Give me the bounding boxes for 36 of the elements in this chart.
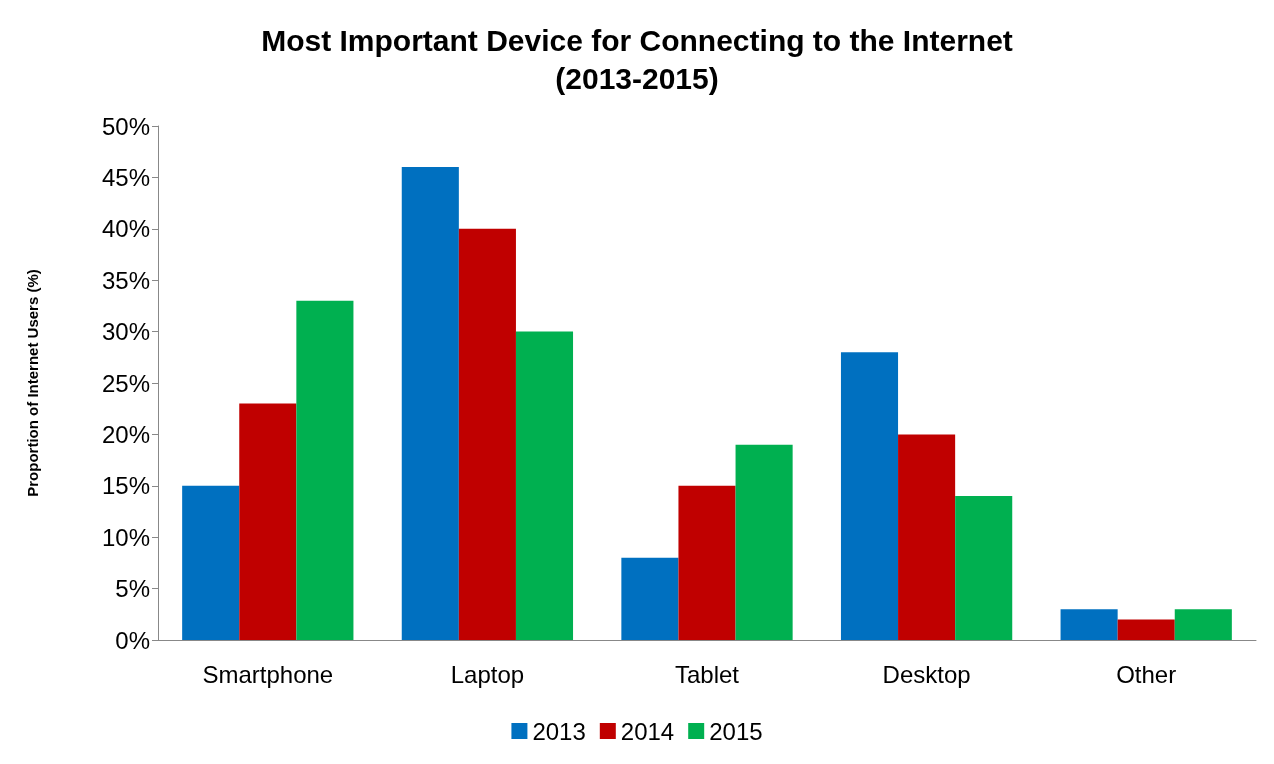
legend-label: 2015 bbox=[709, 717, 763, 745]
x-tick-label: Tablet bbox=[674, 660, 740, 688]
bar bbox=[898, 434, 956, 640]
y-tick-label: 20% bbox=[101, 420, 150, 448]
bar bbox=[955, 496, 1013, 640]
bar bbox=[621, 557, 679, 640]
bar bbox=[1060, 609, 1118, 640]
y-tick-label: 15% bbox=[101, 472, 150, 500]
y-tick-label: 30% bbox=[101, 318, 150, 346]
x-tick-label: Smartphone bbox=[202, 660, 334, 688]
y-tick-label: 25% bbox=[101, 369, 150, 397]
legend-label: 2014 bbox=[620, 717, 675, 745]
y-tick-label: 35% bbox=[101, 266, 150, 294]
bar bbox=[401, 167, 459, 640]
bar bbox=[735, 444, 793, 640]
bar bbox=[1174, 609, 1232, 640]
bar bbox=[515, 331, 574, 640]
chart-title: Most Important Device for Connecting to the Internet (2013-2015) bbox=[261, 23, 1013, 95]
bar bbox=[678, 485, 736, 640]
bar bbox=[296, 300, 354, 640]
bar bbox=[1117, 619, 1175, 640]
legend-label: 2013 bbox=[532, 717, 586, 745]
y-tick-label: 5% bbox=[115, 575, 150, 603]
y-tick-label: 50% bbox=[101, 112, 150, 140]
y-axis-title: Proportion of Internet Users (%) bbox=[24, 269, 41, 497]
x-tick-label: Laptop bbox=[450, 660, 525, 688]
y-tick-label: 10% bbox=[101, 523, 150, 551]
y-tick-label: 40% bbox=[101, 215, 150, 243]
bar bbox=[840, 352, 899, 640]
x-tick-label: Other bbox=[1116, 660, 1177, 688]
y-tick-label: 0% bbox=[115, 626, 150, 654]
bar bbox=[182, 485, 240, 640]
y-tick-label: 45% bbox=[101, 163, 150, 191]
x-tick-label: Desktop bbox=[882, 660, 971, 688]
bar bbox=[458, 228, 516, 640]
bar bbox=[239, 403, 297, 640]
